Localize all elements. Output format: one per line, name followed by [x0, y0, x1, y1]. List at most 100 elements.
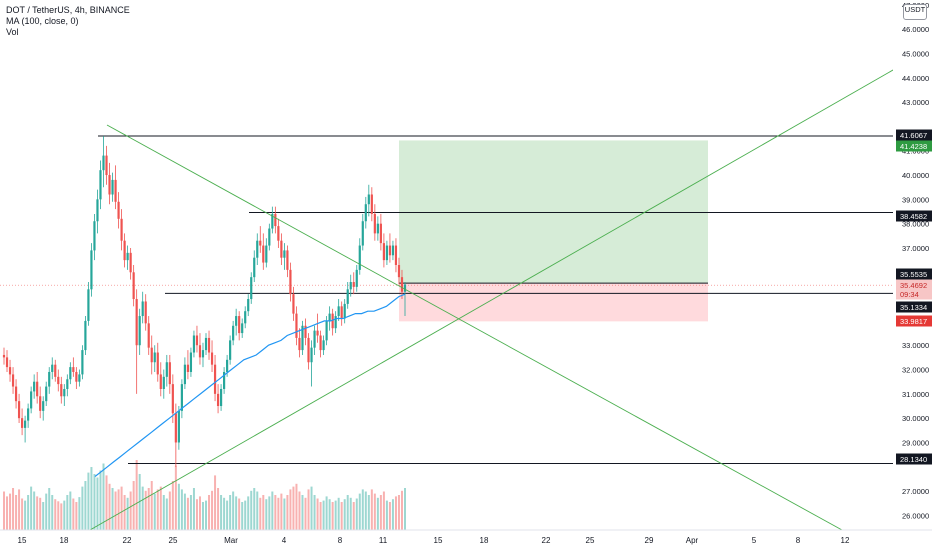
- volume-bar: [63, 500, 66, 530]
- volume-bar: [87, 472, 90, 530]
- x-axis-tick-label: 12: [841, 536, 850, 545]
- volume-bar: [343, 499, 346, 530]
- volume-bar: [373, 493, 376, 530]
- currency-badge[interactable]: USDT: [903, 4, 927, 20]
- candle-body: [141, 301, 144, 317]
- volume-bar: [259, 497, 262, 530]
- y-axis-tick-label: 38.0000: [902, 220, 929, 229]
- volume-bar: [27, 495, 30, 530]
- volume-bar: [349, 497, 352, 530]
- volume-bar: [117, 489, 120, 530]
- volume-bar: [316, 498, 319, 530]
- volume-bar: [99, 470, 102, 530]
- ma-indicator-label[interactable]: MA (100, close, 0): [6, 16, 79, 26]
- volume-bars: [3, 460, 406, 530]
- candle-body: [361, 221, 364, 246]
- candle-body: [289, 269, 292, 295]
- price-badge-label: 41.4238: [900, 142, 927, 151]
- volume-bar: [147, 488, 150, 530]
- candle-body: [256, 240, 259, 258]
- price-badge: [896, 268, 932, 280]
- volume-bar: [220, 495, 223, 530]
- volume-bar: [186, 497, 189, 530]
- volume-bar: [183, 493, 186, 530]
- candle-body: [226, 359, 229, 372]
- candle-body: [2, 354, 6, 358]
- price-badge: [896, 315, 932, 327]
- candle-body: [222, 371, 226, 389]
- candle-body: [48, 371, 51, 387]
- volume-bar: [367, 495, 370, 530]
- volume-bar: [180, 489, 183, 530]
- volume-bar: [18, 489, 21, 530]
- candle-body: [150, 347, 153, 363]
- volume-bar: [90, 467, 93, 530]
- volume-bar: [48, 488, 51, 530]
- volume-bar: [108, 483, 111, 530]
- x-axis: 15 18 22 25 Mar 4 8 11 15 18 22 25 29 Apr 5 8 12: [0, 529, 932, 545]
- volume-bar: [331, 502, 334, 530]
- volume-bar: [78, 497, 81, 530]
- volume-bar: [247, 496, 250, 530]
- volume-bar: [189, 495, 192, 530]
- descending-trendline: [106, 124, 843, 531]
- volume-bar: [9, 493, 12, 530]
- price-badge: [896, 453, 932, 465]
- volume-indicator-label[interactable]: Vol: [6, 27, 19, 37]
- candle-body: [244, 311, 247, 324]
- volume-bar: [325, 496, 328, 530]
- volume-bar: [126, 497, 129, 530]
- y-axis-tick-label: 31.0000: [902, 390, 929, 399]
- x-axis-tick-label: 25: [169, 536, 178, 545]
- volume-bar: [328, 499, 331, 530]
- volume-bar: [171, 481, 174, 530]
- candle-body: [180, 384, 183, 411]
- candle-body: [27, 408, 30, 421]
- candles: [2, 136, 407, 467]
- candle-body: [376, 223, 379, 234]
- volume-bar: [379, 495, 382, 530]
- candle-body: [232, 325, 235, 341]
- candle-body: [241, 323, 244, 334]
- candle-body: [33, 381, 36, 392]
- candle-body: [292, 294, 295, 314]
- candle-body: [373, 213, 376, 234]
- candle-body: [102, 155, 105, 171]
- volume-bar: [310, 486, 313, 530]
- volume-bar: [226, 500, 229, 530]
- candle-body: [364, 204, 367, 222]
- volume-bar: [6, 496, 9, 530]
- volume-bar: [289, 489, 292, 530]
- chart-legend: DOT / TetherUS, 4h, BINANCE MA (100, clo…: [6, 5, 130, 38]
- y-axis-tick-label: 33.0000: [902, 341, 929, 350]
- volume-bar: [277, 497, 280, 530]
- position-zones: [399, 140, 708, 322]
- candle-body: [5, 357, 9, 368]
- volume-bar: [217, 488, 220, 530]
- candle-body: [213, 364, 217, 394]
- y-axis-tick-label: 30.0000: [902, 414, 929, 423]
- loss-zone: [399, 283, 708, 322]
- volume-bar: [271, 491, 274, 530]
- volume-bar: [177, 483, 180, 530]
- candle-body: [51, 364, 54, 372]
- volume-bar: [346, 495, 349, 530]
- volume-bar: [30, 486, 33, 530]
- horizontal-levels: [0, 135, 893, 465]
- x-axis-tick-label: 29: [645, 536, 654, 545]
- candle-body: [301, 325, 304, 351]
- volume-bar: [120, 486, 123, 530]
- candle-body: [204, 337, 208, 351]
- candle-body: [355, 269, 358, 287]
- volume-bar: [280, 493, 283, 530]
- candle-body: [174, 413, 177, 443]
- candle-body: [385, 245, 389, 261]
- candle-body: [117, 201, 120, 219]
- volume-bar: [111, 488, 114, 530]
- candle-body: [114, 179, 117, 202]
- x-axis-tick-label: 15: [434, 536, 443, 545]
- x-axis-tick-label: 25: [586, 536, 595, 545]
- candle-body: [352, 282, 355, 287]
